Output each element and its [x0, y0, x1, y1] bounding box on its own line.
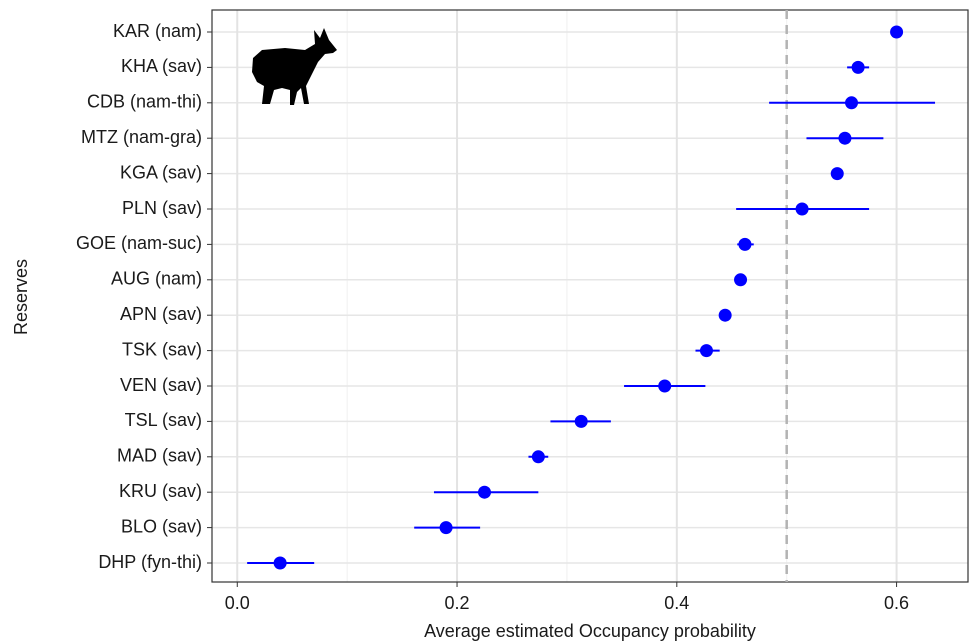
y-tick-label: KGA (sav)	[120, 162, 202, 182]
y-tick-label: TSK (sav)	[122, 339, 202, 359]
point	[658, 379, 672, 393]
plot-border	[211, 9, 969, 583]
y-tick-label: BLO (sav)	[121, 516, 202, 536]
y-tick-label: DHP (fyn-thi)	[98, 552, 202, 572]
y-tick-label: CDB (nam-thi)	[87, 92, 202, 112]
x-tick-label: 0.6	[884, 593, 909, 613]
x-tick-label: 0.4	[664, 593, 689, 613]
y-tick-label: TSL (sav)	[125, 410, 202, 430]
point	[851, 60, 865, 74]
point	[734, 273, 748, 287]
point	[699, 344, 713, 358]
y-tick-label: GOE (nam-suc)	[76, 233, 202, 253]
y-tick-label: APN (sav)	[120, 304, 202, 324]
point	[531, 450, 545, 464]
point	[838, 131, 852, 145]
y-tick-label: AUG (nam)	[111, 269, 202, 289]
y-tick-label: MTZ (nam-gra)	[81, 127, 202, 147]
y-tick-label: KHA (sav)	[121, 56, 202, 76]
y-axis-label: Reserves	[11, 259, 31, 335]
point	[830, 167, 844, 181]
point	[845, 96, 859, 110]
x-tick-label: 0.2	[445, 593, 470, 613]
point	[718, 308, 732, 322]
point	[574, 414, 588, 428]
y-tick-label: VEN (sav)	[120, 375, 202, 395]
point	[478, 485, 492, 499]
y-tick-label: KRU (sav)	[119, 481, 202, 501]
point	[738, 237, 752, 251]
y-tick-label: MAD (sav)	[117, 446, 202, 466]
point	[795, 202, 809, 216]
point	[890, 25, 904, 39]
y-tick-label: PLN (sav)	[122, 198, 202, 218]
jackal-icon	[252, 28, 337, 105]
point	[273, 556, 287, 570]
x-tick-label: 0.0	[225, 593, 250, 613]
x-axis-label: Average estimated Occupancy probability	[424, 621, 756, 641]
y-tick-label: KAR (nam)	[113, 21, 202, 41]
point	[439, 521, 453, 535]
